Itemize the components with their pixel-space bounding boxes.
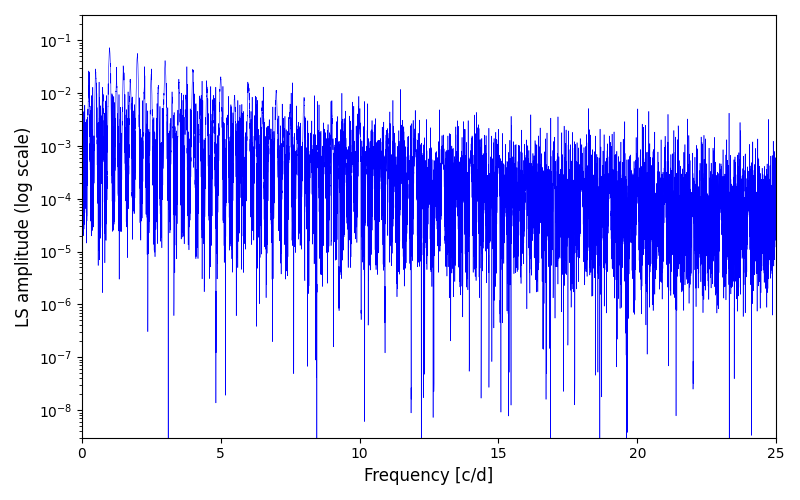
X-axis label: Frequency [c/d]: Frequency [c/d] — [364, 467, 494, 485]
Y-axis label: LS amplitude (log scale): LS amplitude (log scale) — [15, 126, 33, 326]
